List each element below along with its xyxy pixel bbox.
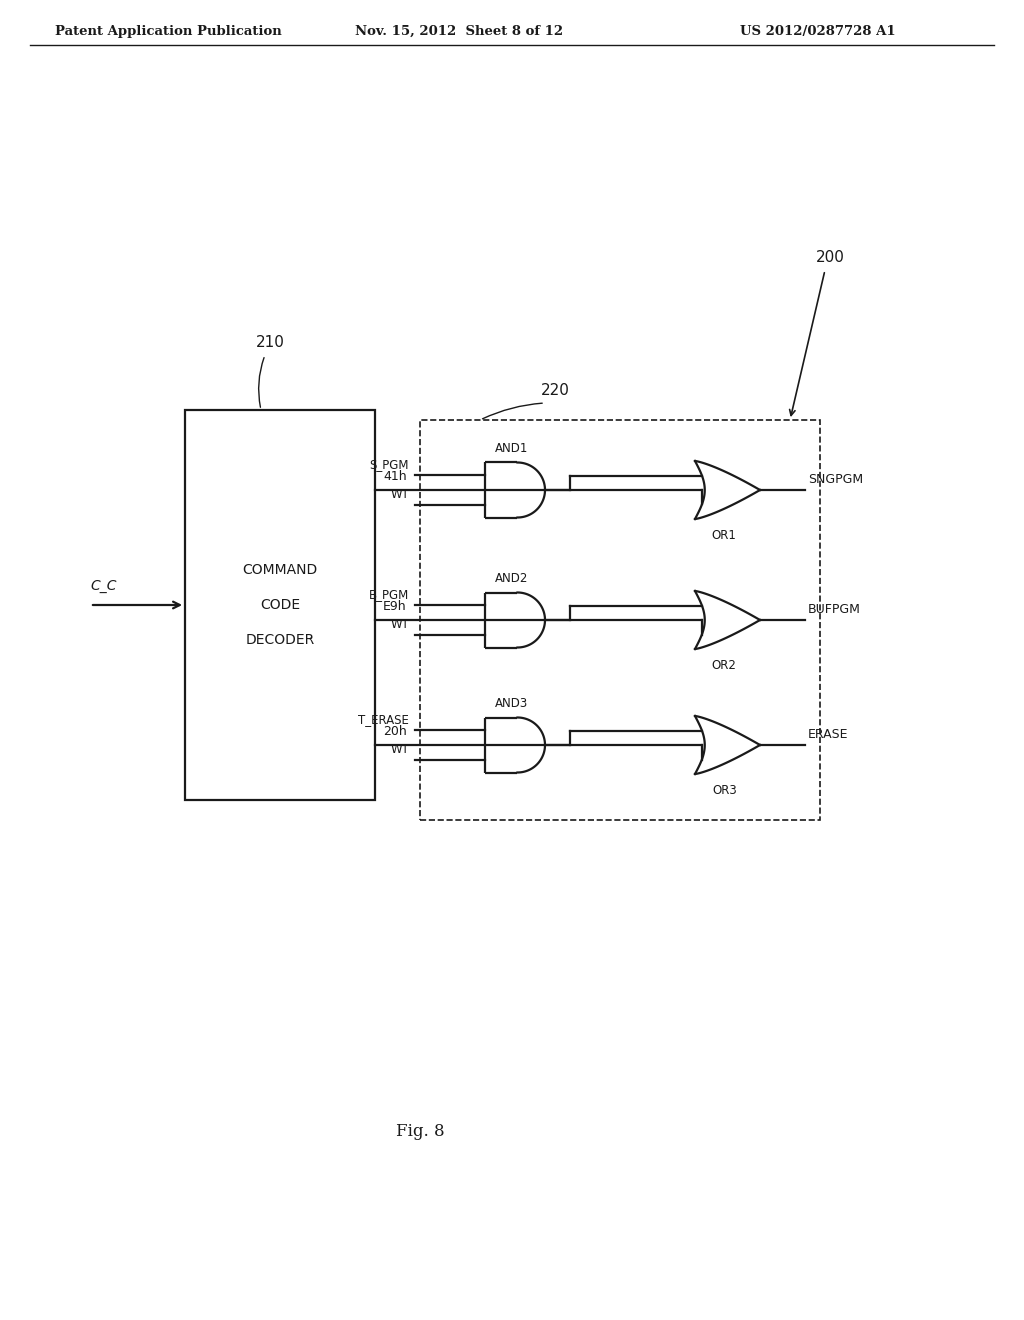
Text: Patent Application Publication: Patent Application Publication [55, 25, 282, 38]
Text: 41h: 41h [383, 470, 407, 483]
Text: DECODER: DECODER [246, 634, 314, 647]
Text: E9h: E9h [383, 601, 407, 612]
Text: OR3: OR3 [712, 784, 736, 797]
Text: BUFPGM: BUFPGM [808, 603, 861, 616]
Text: WT: WT [390, 488, 409, 502]
Text: CODE: CODE [260, 598, 300, 612]
Bar [185, 411, 375, 800]
Text: T_ERASE: T_ERASE [358, 713, 409, 726]
Text: WT: WT [390, 743, 409, 756]
Text: C_C: C_C [90, 579, 117, 593]
Text: 210: 210 [256, 335, 285, 350]
Text: S_PGM: S_PGM [370, 458, 409, 471]
Text: Nov. 15, 2012  Sheet 8 of 12: Nov. 15, 2012 Sheet 8 of 12 [355, 25, 563, 38]
Text: WT: WT [390, 618, 409, 631]
Text: AND2: AND2 [496, 573, 528, 586]
Text: 20h: 20h [383, 725, 407, 738]
Text: COMMAND: COMMAND [243, 564, 317, 577]
Text: Fig. 8: Fig. 8 [395, 1123, 444, 1140]
Text: OR2: OR2 [712, 659, 736, 672]
Text: AND3: AND3 [496, 697, 528, 710]
Text: ERASE: ERASE [808, 729, 849, 741]
Text: 220: 220 [541, 383, 569, 399]
Text: US 2012/0287728 A1: US 2012/0287728 A1 [740, 25, 896, 38]
Text: AND1: AND1 [496, 442, 528, 455]
Text: OR1: OR1 [712, 529, 736, 543]
Text: B_PGM: B_PGM [369, 587, 409, 601]
Text: 200: 200 [815, 249, 845, 265]
Text: SNGPGM: SNGPGM [808, 473, 863, 486]
Bar [420, 420, 820, 820]
